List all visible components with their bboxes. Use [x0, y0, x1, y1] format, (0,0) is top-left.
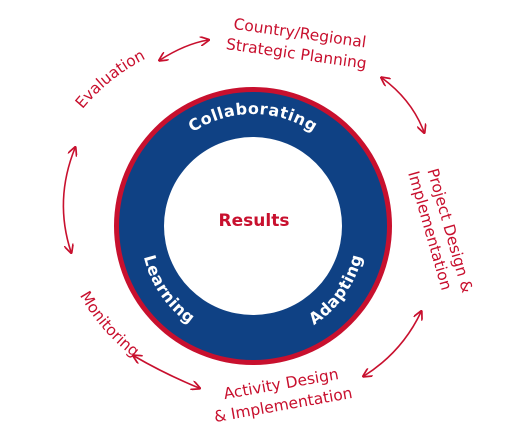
- label-evaluation: Evaluation: [72, 46, 148, 112]
- label-strategic-planning: Country/Regional Strategic Planning: [225, 14, 372, 73]
- arrow-monitoring-to-evaluation: [62, 148, 75, 252]
- center-disc: [164, 137, 342, 315]
- center-label-results: Results: [219, 211, 290, 231]
- arrow-project-to-activity: [364, 312, 421, 376]
- label-monitoring: Monitoring: [76, 288, 142, 360]
- label-activity-design: Activity Design & Implementation: [209, 363, 354, 426]
- arrow-activity-to-monitoring: [134, 356, 199, 388]
- arrow-evaluation-to-planning: [160, 40, 208, 60]
- arrow-planning-to-project: [382, 78, 424, 132]
